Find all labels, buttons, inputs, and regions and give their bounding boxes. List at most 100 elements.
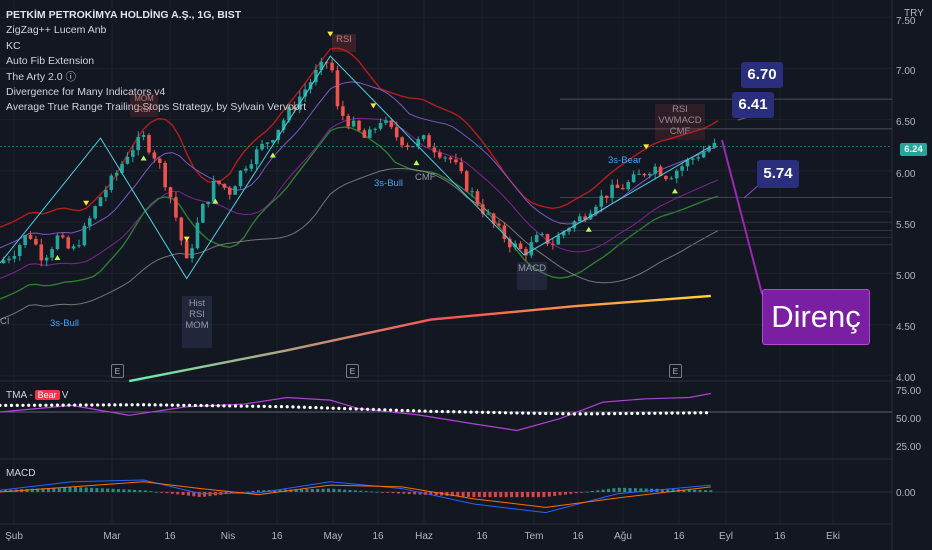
x-tick: 16 bbox=[372, 531, 384, 542]
macd-hist-bar bbox=[542, 492, 546, 498]
candle-body bbox=[448, 157, 453, 160]
macd-hist-bar bbox=[456, 492, 460, 497]
tma-dot bbox=[704, 411, 709, 415]
candle-body bbox=[227, 187, 232, 195]
macd-hist-bar bbox=[633, 488, 637, 492]
level-label-641[interactable]: 6.41 bbox=[732, 92, 774, 118]
macd-hist-bar bbox=[116, 489, 120, 492]
macd-pane-label: MACD bbox=[6, 468, 36, 479]
macd-hist-bar bbox=[52, 487, 56, 492]
earnings-marker[interactable]: E bbox=[669, 364, 682, 378]
x-tick: 16 bbox=[572, 531, 584, 542]
candle-body bbox=[443, 157, 447, 159]
tma-dot bbox=[653, 411, 657, 415]
macd-hist-bar bbox=[639, 488, 643, 492]
earnings-marker[interactable]: E bbox=[346, 364, 359, 378]
macd-hist-bar bbox=[617, 487, 621, 492]
candle-body bbox=[303, 89, 307, 97]
resistance-label[interactable]: Direnç bbox=[762, 289, 870, 345]
ma-gray bbox=[0, 167, 719, 321]
tma-dot bbox=[348, 407, 352, 411]
tma-dot bbox=[658, 411, 663, 415]
indicator-zigzag[interactable]: ZigZag++ Lucem Anb bbox=[6, 24, 107, 37]
indicator-auto-fib[interactable]: Auto Fib Extension bbox=[6, 55, 95, 68]
candle-body bbox=[351, 120, 356, 127]
x-tick: Haz bbox=[415, 531, 433, 542]
tma-dot bbox=[417, 409, 421, 413]
candle-body bbox=[357, 120, 361, 131]
x-tick: Nis bbox=[220, 531, 236, 542]
macd-hist-bar bbox=[246, 491, 250, 493]
macd-hist-bar bbox=[251, 490, 255, 492]
candle-body bbox=[179, 217, 184, 241]
macd-hist-bar bbox=[192, 492, 196, 497]
indicator-divergence[interactable]: Divergence for Many Indicators v4 bbox=[6, 86, 166, 99]
tma-dot bbox=[61, 403, 65, 407]
candle-body bbox=[211, 180, 216, 202]
indicator-atr-stops[interactable]: Average True Range Trailing Stops Strate… bbox=[6, 101, 307, 114]
label-hist-div: Hist RSI MOM bbox=[182, 296, 212, 348]
zigzag-line bbox=[0, 55, 712, 280]
tma-dot bbox=[245, 404, 249, 408]
symbol-title[interactable]: PETKİM PETROKİMYA HOLDİNG A.Ş., 1G, BIST bbox=[6, 9, 242, 21]
candle-body bbox=[109, 175, 114, 190]
long-ma-line bbox=[129, 294, 711, 383]
candle-body bbox=[604, 195, 609, 199]
candle-body bbox=[421, 135, 426, 140]
macd-hist-bar bbox=[364, 491, 368, 492]
currency-label[interactable]: TRY bbox=[904, 8, 924, 19]
indicator-kc[interactable]: KC bbox=[6, 39, 21, 52]
candle-body bbox=[647, 173, 652, 176]
indicator-arty[interactable]: The Arty 2.0 ⓘ bbox=[6, 70, 77, 83]
candle-body bbox=[195, 222, 200, 249]
macd-hist-bar bbox=[515, 492, 519, 498]
tma-dot bbox=[532, 411, 536, 415]
candle-body bbox=[437, 152, 442, 158]
tma-dot bbox=[618, 411, 622, 416]
macd-hist-bar bbox=[310, 489, 314, 492]
label-rsi-line: RSI bbox=[672, 104, 688, 115]
macd-hist-bar bbox=[79, 487, 83, 492]
x-tick: Ağu bbox=[614, 531, 632, 542]
candle-body bbox=[254, 149, 259, 165]
candle-body bbox=[12, 256, 17, 259]
candle-body bbox=[583, 216, 587, 220]
macd-hist-bar bbox=[380, 492, 384, 493]
tma-dot bbox=[423, 409, 427, 413]
tma-dot bbox=[354, 407, 358, 411]
tma-dot bbox=[199, 403, 203, 408]
macd-hist-bar bbox=[644, 488, 648, 492]
macd-hist-bar bbox=[316, 488, 320, 492]
macd-hist-bar bbox=[396, 492, 400, 494]
earnings-marker[interactable]: E bbox=[111, 364, 124, 378]
candle-body bbox=[507, 238, 512, 248]
macd-hist-bar bbox=[332, 488, 336, 492]
candle-body bbox=[136, 136, 141, 151]
macd-hist-bar bbox=[693, 489, 697, 492]
candle-body bbox=[260, 143, 264, 150]
macd-hist-bar bbox=[628, 488, 632, 492]
macd-hist-bar bbox=[63, 487, 67, 492]
tma-dot bbox=[320, 406, 324, 410]
tma-dot bbox=[641, 411, 645, 415]
macd-hist-bar bbox=[687, 489, 691, 492]
macd-hist-bar bbox=[30, 488, 34, 492]
level-label-574[interactable]: 5.74 bbox=[757, 160, 799, 188]
candles bbox=[1, 57, 717, 267]
candle-body bbox=[432, 147, 437, 153]
level-label-670[interactable]: 6.70 bbox=[741, 62, 783, 88]
macd-hist-bar bbox=[461, 492, 465, 497]
tma-dot bbox=[297, 405, 301, 409]
tma-dot bbox=[228, 404, 232, 408]
candle-body bbox=[39, 244, 44, 261]
candle-body bbox=[93, 206, 97, 219]
tma-dot bbox=[0, 403, 2, 407]
x-tick: 16 bbox=[271, 531, 283, 542]
macd-hist-bar bbox=[203, 492, 207, 497]
tma-dot bbox=[337, 406, 341, 410]
tma-dot bbox=[325, 406, 330, 410]
label-macd-text: MACD bbox=[518, 263, 546, 274]
macd-hist-bar bbox=[278, 489, 282, 492]
label-macd-div: MACD bbox=[517, 262, 547, 290]
